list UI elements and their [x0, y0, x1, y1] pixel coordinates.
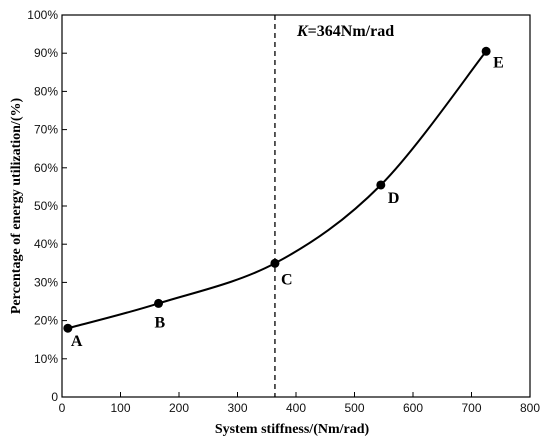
- y-tick-label: 30%: [34, 275, 58, 289]
- plot-area: A B C D E: [63, 15, 504, 397]
- x-tick-label: 200: [169, 401, 189, 415]
- y-tick-label: 60%: [34, 161, 58, 175]
- x-tick-label: 700: [461, 401, 481, 415]
- data-point-b: [154, 298, 164, 308]
- point-label-c: C: [281, 271, 293, 288]
- y-axis-title: Percentage of energy utilization/(%): [9, 98, 24, 315]
- x-tick-label: 800: [520, 401, 540, 415]
- y-tick-label: 80%: [34, 84, 58, 98]
- point-label-e: E: [493, 54, 504, 71]
- data-point-e: [481, 46, 491, 56]
- series-line: [67, 50, 487, 330]
- x-tick-label: 0: [59, 401, 66, 415]
- y-tick-label: 100%: [27, 8, 58, 22]
- y-axis-ticks: 0 10% 20% 30% 40% 50% 60% 70% 80% 90% 100%: [27, 8, 67, 404]
- plot-frame: [61, 14, 531, 398]
- data-point-a: [63, 323, 73, 333]
- y-tick-label: 0: [51, 390, 58, 404]
- x-tick-label: 600: [403, 401, 423, 415]
- y-tick-label: 10%: [34, 352, 58, 366]
- annotation-value: =364Nm/rad: [308, 23, 395, 40]
- annotation-variable: K: [296, 23, 309, 40]
- x-tick-label: 100: [110, 401, 130, 415]
- x-axis-ticks: 0 100 200 300 400 500 600 700 800: [59, 392, 540, 415]
- x-tick-label: 500: [344, 401, 364, 415]
- y-tick-label: 40%: [34, 237, 58, 251]
- x-axis-title: System stiffness/(Nm/rad): [215, 422, 370, 437]
- data-point-c: [270, 258, 280, 268]
- y-tick-label: 70%: [34, 123, 58, 137]
- y-tick-label: 20%: [34, 314, 58, 328]
- y-tick-label: 50%: [34, 199, 58, 213]
- data-point-d: [376, 180, 386, 190]
- stiffness-annotation: K=364Nm/rad: [296, 23, 394, 40]
- point-label-d: D: [388, 190, 400, 207]
- y-tick-label: 90%: [34, 46, 58, 60]
- point-label-a: A: [71, 333, 83, 350]
- x-tick-label: 400: [286, 401, 306, 415]
- point-label-b: B: [155, 314, 166, 331]
- x-tick-label: 300: [227, 401, 247, 415]
